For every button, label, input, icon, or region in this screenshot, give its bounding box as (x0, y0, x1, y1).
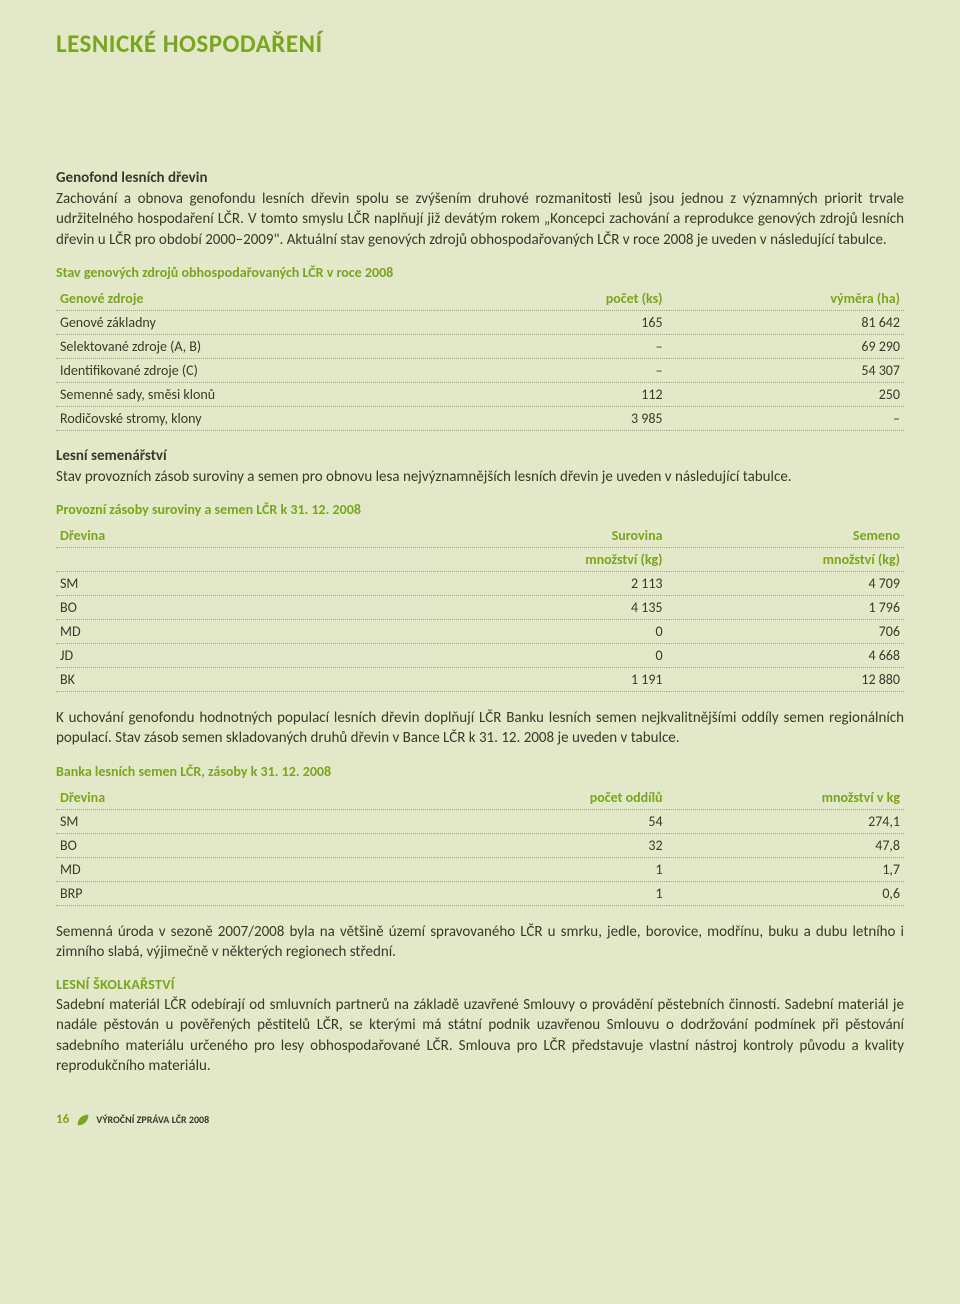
section-heading-genofond: Genofond lesních dřevin (56, 169, 904, 187)
table-header: Dřevina (56, 786, 438, 810)
table-row: SM2 1134 709 (56, 572, 904, 596)
table-header (56, 548, 438, 572)
table-header: Dřevina (56, 524, 438, 548)
table-header: Surovina (438, 524, 667, 548)
table-row: MD11,7 (56, 857, 904, 881)
table-row: Identifikované zdroje (C)–54 307 (56, 358, 904, 382)
page-footer: 16 VÝROČNÍ ZPRÁVA LČR 2008 (56, 1112, 904, 1127)
paragraph: Stav provozních zásob suroviny a semen p… (56, 467, 904, 487)
table-header: množství v kg (667, 786, 904, 810)
paragraph: K uchování genofondu hodnotných populací… (56, 708, 904, 749)
paragraph: Zachování a obnova genofondu lesních dře… (56, 189, 904, 250)
table-row: Genové základny16581 642 (56, 310, 904, 334)
table-banka-semen: Dřevina počet oddílů množství v kg SM542… (56, 786, 904, 906)
table-row: MD0706 (56, 620, 904, 644)
page-title: LESNICKÉ HOSPODAŘENÍ (56, 28, 904, 59)
table-provozni-zasoby: Dřevina Surovina Semeno množství (kg) mn… (56, 524, 904, 692)
table-row: BK1 19112 880 (56, 668, 904, 692)
table-row: BRP10,6 (56, 881, 904, 905)
table-header: počet (ks) (438, 287, 667, 311)
table-title-1: Stav genových zdrojů obhospodařovaných L… (56, 264, 904, 281)
section-heading-skolkarstvi: LESNÍ ŠKOLKAŘSTVÍ (56, 976, 904, 993)
table-genove-zdroje: Genové zdroje počet (ks) výměra (ha) Gen… (56, 287, 904, 431)
table-header: množství (kg) (438, 548, 667, 572)
table-header: Semeno (667, 524, 904, 548)
table-header: množství (kg) (667, 548, 904, 572)
leaf-icon (77, 1112, 92, 1127)
table-row: Rodičovské stromy, klony3 985– (56, 406, 904, 430)
paragraph: Sadební materiál LČR odebírají od smluvn… (56, 995, 904, 1076)
table-header: Genové zdroje (56, 287, 438, 311)
table-row: SM54274,1 (56, 809, 904, 833)
table-header: výměra (ha) (667, 287, 904, 311)
table-row: Selektované zdroje (A, B)–69 290 (56, 334, 904, 358)
table-row: Semenné sady, směsi klonů112250 (56, 382, 904, 406)
paragraph: Semenná úroda v sezoně 2007/2008 byla na… (56, 922, 904, 963)
page-number: 16 (56, 1112, 69, 1127)
table-row: BO4 1351 796 (56, 596, 904, 620)
table-header: počet oddílů (438, 786, 667, 810)
table-title-3: Banka lesních semen LČR, zásoby k 31. 12… (56, 763, 904, 780)
table-row: JD04 668 (56, 644, 904, 668)
table-title-2: Provozní zásoby suroviny a semen LČR k 3… (56, 501, 904, 518)
table-row: BO3247,8 (56, 833, 904, 857)
section-heading-semenarstvi: Lesní semenářství (56, 447, 904, 465)
footer-text: VÝROČNÍ ZPRÁVA LČR 2008 (96, 1113, 209, 1126)
